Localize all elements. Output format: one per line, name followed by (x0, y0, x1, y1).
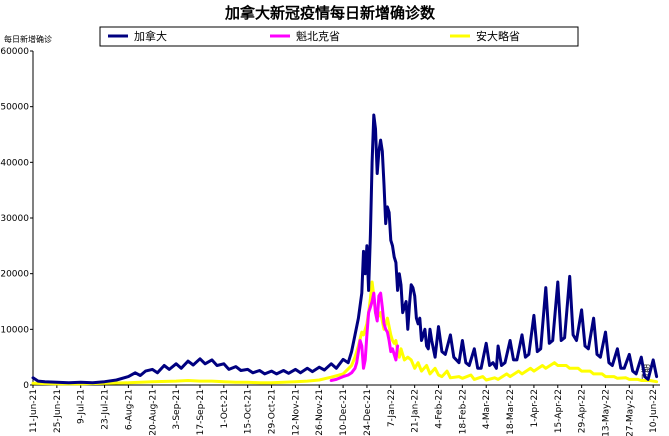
x-tick-label: 9-Jul-21 (77, 389, 87, 424)
x-tick-label: 4-Feb-22 (435, 389, 445, 429)
x-tick-label: 1-Oct-21 (220, 389, 230, 429)
x-tick-label: 18-Mar-22 (506, 389, 516, 435)
x-tick-label: 4-Mar-22 (482, 389, 492, 429)
x-tick-label: 1-Apr-22 (530, 389, 540, 427)
y-tick-label: 30000 (0, 214, 29, 224)
x-tick-label: 15-Apr-22 (554, 389, 564, 433)
legend-box (99, 26, 579, 47)
x-tick-label: 6-Aug-21 (124, 389, 134, 430)
x-tick-label: 10-Jun-22 (649, 389, 659, 433)
x-tick-label: 29-Oct-21 (268, 389, 278, 434)
x-tick-label: 3-Sep-21 (172, 389, 182, 430)
x-tick-label: 27-May-22 (625, 389, 635, 436)
x-tick-label: 29-Apr-22 (578, 389, 588, 433)
x-tick-label: 10-Dec-21 (339, 389, 349, 436)
y-tick-label: 60000 (0, 47, 29, 57)
x-axis-label: 日期 (641, 364, 652, 382)
x-tick-label: 12-Nov-21 (291, 389, 301, 436)
series-line-2 (31, 280, 659, 386)
chart-title: 加拿大新冠疫情每日新增确诊数 (224, 4, 436, 22)
plot-area (31, 51, 660, 386)
legend-label-1: 魁北克省 (296, 29, 340, 43)
x-tick-label: 7-Jan-22 (387, 389, 397, 427)
series-line-0 (31, 113, 659, 385)
x-tick-label: 25-Jun-21 (53, 389, 63, 433)
y-tick-label: 40000 (0, 158, 29, 168)
x-tick-label: 23-Jul-21 (101, 389, 111, 430)
x-tick-label: 26-Nov-21 (315, 389, 325, 436)
x-tick-label: 21-Jan-22 (411, 389, 421, 433)
y-tick-label: 10000 (0, 325, 29, 335)
x-tick-label: 15-Oct-21 (244, 389, 254, 434)
series-line-1 (329, 291, 400, 382)
x-axis: 11-Jun-21 25-Jun-21 9-Jul-21 23-Jul-21 6-Aug… (29, 385, 659, 436)
y-tick-label: 20000 (0, 270, 29, 280)
x-tick-label: 20-Aug-21 (148, 389, 158, 436)
x-tick-label: 24-Dec-21 (363, 389, 373, 436)
x-tick-label: 11-Jun-21 (29, 389, 39, 433)
legend: 加拿大 魁北克省 安大略省 (108, 29, 520, 43)
x-tick-label: 17-Sep-21 (196, 389, 206, 435)
x-tick-label: 13-May-22 (601, 389, 611, 436)
x-tick-label: 18-Feb-22 (458, 389, 468, 434)
y-axis-label: 每日新增确诊 (4, 34, 52, 44)
legend-label-0: 加拿大 (134, 29, 167, 43)
legend-label-2: 安大略省 (476, 29, 520, 43)
y-tick-label: 50000 (0, 103, 29, 113)
y-tick-label: 0 (23, 381, 29, 391)
